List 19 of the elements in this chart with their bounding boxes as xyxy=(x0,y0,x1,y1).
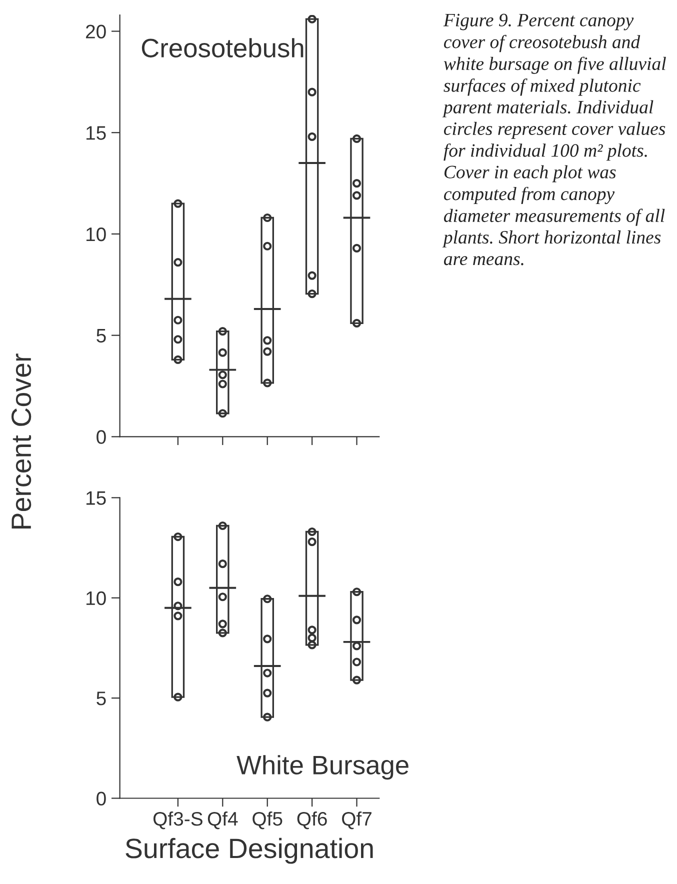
y-tick-label: 10 xyxy=(86,591,106,606)
y-tick-label: 0 xyxy=(96,430,106,444)
x-tick-label: Qf7 xyxy=(342,811,372,830)
y-tick-label: 10 xyxy=(86,227,106,242)
x-tick-label: Qf5 xyxy=(252,811,282,830)
x-tick-label: Qf4 xyxy=(208,811,238,830)
y-tick-label: 0 xyxy=(96,792,106,806)
y-tick-label: 15 xyxy=(86,491,106,505)
y-tick-label: 15 xyxy=(86,126,106,140)
text: Figure 9. Percent canopy cover of creosotebush and white bursage on five alluvial surfaces of mixed plutonic parent materials. Individual circles represent cover values for individual 100 m² plots. Cover in each plot was computed from canopy diameter measurements of all plants. Short horizontal lines are means. xyxy=(442,14,666,266)
x-tick-label: Qf3-S xyxy=(153,811,202,830)
annotation: White Bursage xyxy=(236,755,408,780)
annotation: Creosotebush xyxy=(142,38,304,58)
y-tick-label: 5 xyxy=(96,329,106,343)
y-tick-label: 20 xyxy=(86,24,106,38)
y-tick-label: 5 xyxy=(96,692,106,706)
y-axis-title: Percent Cover xyxy=(11,354,32,528)
x-tick-label: Qf6 xyxy=(297,811,327,830)
x-axis-title: Surface Designation xyxy=(126,838,373,864)
